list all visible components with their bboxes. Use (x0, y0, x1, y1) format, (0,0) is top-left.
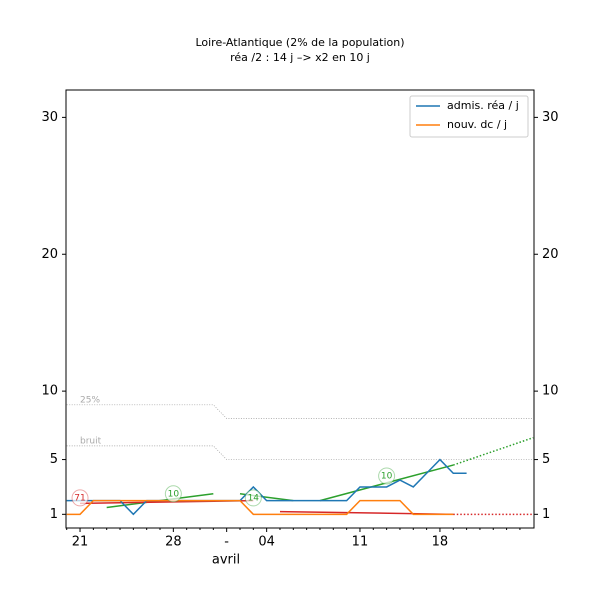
x-axis-label: avril (212, 553, 240, 568)
x-tick-label: 18 (432, 535, 449, 550)
y-tick-label: 5 (50, 452, 58, 467)
reference-label: bruit (80, 436, 102, 446)
reference-label: 25% (80, 395, 100, 405)
x-tick-label: 11 (352, 535, 369, 550)
y2-tick-label: 10 (542, 384, 559, 399)
x-tick-label: 04 (258, 535, 275, 550)
annotation-marker (164, 485, 182, 503)
annotation-label: 14 (248, 493, 260, 503)
y-tick-label: 10 (41, 384, 58, 399)
annotation-marker (71, 489, 89, 507)
y-tick-label: 1 (50, 507, 58, 522)
annotation-marker (244, 489, 262, 507)
x-tick-label: - (224, 535, 229, 550)
y2-tick-label: 5 (542, 452, 550, 467)
reference-line (66, 404, 534, 419)
x-tick-label: 21 (72, 535, 89, 550)
chart-title: Loire-Atlantique (2% de la population) (195, 36, 404, 49)
plot: 25% bruit 71 10 14 10 (66, 395, 534, 516)
reference-line (66, 445, 534, 460)
annotation-label: 71 (74, 493, 85, 503)
legend-label: nouv. dc / j (447, 118, 507, 131)
plot-frame (65, 89, 535, 529)
annotation-marker (378, 467, 396, 485)
annotation-label: 10 (381, 471, 393, 481)
series-line (66, 499, 454, 516)
y2-tick-label: 20 (542, 247, 559, 262)
series-line (66, 458, 467, 516)
trend-line (453, 436, 534, 466)
legend-label: admis. réa / j (447, 99, 519, 112)
chart-subtitle: réa /2 : 14 j –> x2 en 10 j (230, 51, 370, 64)
y-tick-label: 20 (41, 247, 58, 262)
y-tick-label: 30 (41, 110, 58, 125)
y2-tick-label: 30 (542, 110, 559, 125)
annotation-label: 10 (168, 489, 180, 499)
y2-tick-label: 1 (542, 507, 550, 522)
x-tick-label: 28 (165, 535, 182, 550)
